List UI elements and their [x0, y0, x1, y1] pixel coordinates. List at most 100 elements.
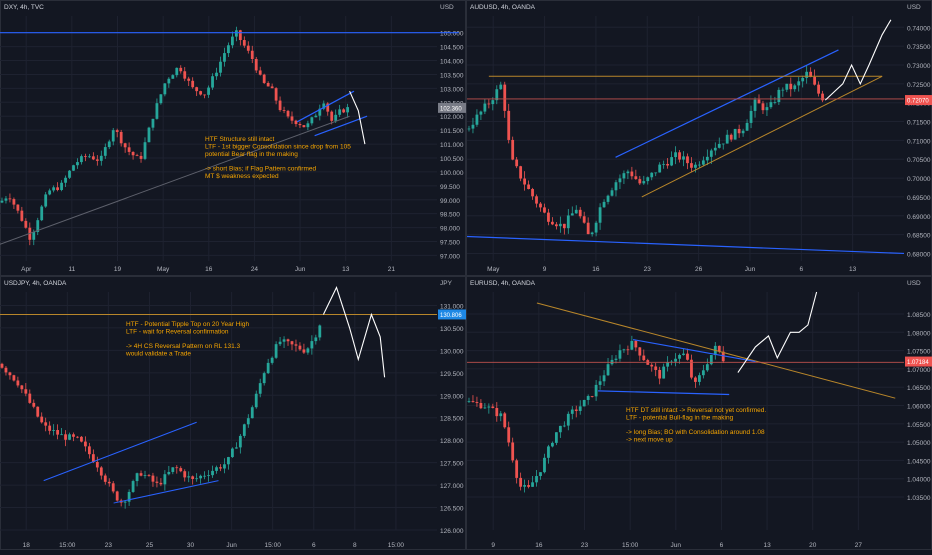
- candle-body: [686, 156, 689, 163]
- y-tick-label: 1.08000: [907, 330, 931, 337]
- candle-body: [519, 166, 522, 178]
- y-tick-label: 0.70000: [907, 176, 931, 183]
- projection-path[interactable]: [323, 288, 384, 378]
- candle-body: [88, 446, 91, 454]
- candle-body: [468, 129, 471, 130]
- candle-body: [599, 381, 602, 385]
- candle-body: [587, 396, 590, 400]
- candle-body: [762, 103, 765, 110]
- candle-body: [291, 341, 294, 344]
- candle-body: [132, 481, 135, 492]
- candle-body: [535, 196, 538, 203]
- y-tick-label: 104.000: [440, 59, 464, 66]
- candle-body: [603, 202, 606, 207]
- candle-body: [515, 160, 518, 167]
- panel-usdjpy[interactable]: 131.000130.500130.000129.500129.000128.5…: [0, 277, 466, 550]
- candle-body: [734, 129, 737, 140]
- candle-body: [40, 417, 43, 423]
- candle-body: [630, 172, 633, 177]
- candle-body: [555, 432, 558, 443]
- candle-body: [527, 185, 530, 189]
- trendline[interactable]: [467, 237, 904, 254]
- y-tick-label: 104.500: [440, 45, 464, 52]
- candle-body: [615, 359, 618, 360]
- candle-body: [48, 426, 51, 431]
- y-unit-label: USD: [907, 280, 921, 287]
- y-tick-label: 1.04500: [907, 458, 931, 465]
- candle-body: [183, 71, 186, 78]
- y-tick-label: 103.500: [440, 72, 464, 79]
- panel-audusd[interactable]: 0.740000.735000.730000.725000.720000.715…: [467, 1, 932, 276]
- candle-body: [559, 426, 562, 432]
- candle-body: [108, 141, 111, 147]
- candle-body: [702, 160, 705, 164]
- candle-body: [20, 211, 23, 221]
- candle-body: [215, 73, 218, 77]
- candle-body: [100, 467, 103, 475]
- panel-eurusd[interactable]: 1.085001.080001.075001.070001.065001.060…: [467, 277, 932, 550]
- x-tick-label: 16: [592, 266, 600, 273]
- candle-body: [527, 485, 530, 487]
- candle-body: [306, 123, 309, 127]
- annotation-text: MT $ weakness expected: [205, 173, 279, 180]
- candle-body: [543, 207, 546, 212]
- candle-body: [523, 485, 526, 487]
- candle-body: [515, 460, 518, 478]
- candle-body: [52, 187, 55, 190]
- y-tick-label: 105.000: [440, 31, 464, 38]
- candle-body: [623, 173, 626, 178]
- candle-body: [468, 401, 471, 402]
- candle-body: [28, 394, 31, 403]
- candle-body: [195, 478, 198, 479]
- candle-body: [84, 442, 87, 447]
- candle-body: [291, 116, 294, 120]
- candle-body: [120, 132, 123, 143]
- y-tick-label: 0.74000: [907, 25, 931, 32]
- y-tick-label: 0.69000: [907, 214, 931, 221]
- candle-body: [100, 156, 103, 161]
- candle-body: [338, 109, 341, 114]
- x-tick-label: 19: [114, 266, 122, 273]
- candle-body: [706, 157, 709, 161]
- y-tick-label: 130.500: [440, 326, 464, 333]
- candle-body: [487, 104, 490, 105]
- candle-body: [279, 342, 282, 344]
- candle-body: [499, 413, 502, 416]
- candle-body: [801, 78, 804, 81]
- candle-body: [171, 75, 174, 79]
- candle-body: [694, 378, 697, 382]
- candle-body: [813, 77, 816, 85]
- candle-body: [805, 72, 808, 78]
- x-tick-label: 24: [251, 266, 259, 273]
- candle-body: [714, 148, 717, 151]
- candle-body: [346, 107, 349, 112]
- trendline[interactable]: [642, 76, 882, 197]
- candle-body: [88, 156, 91, 157]
- panel-dxy[interactable]: 105.000104.500104.000103.500103.000102.5…: [0, 1, 466, 276]
- candle-body: [48, 190, 51, 194]
- x-tick-label: 16: [535, 542, 543, 549]
- candle-body: [263, 373, 266, 383]
- candle-body: [658, 370, 661, 379]
- trendline[interactable]: [0, 116, 350, 244]
- candle-body: [595, 385, 598, 396]
- candle-body: [674, 359, 677, 362]
- x-tick-label: 13: [763, 542, 771, 549]
- candle-body: [650, 173, 653, 178]
- candle-body: [567, 414, 570, 426]
- price-tag-label: 130.806: [440, 313, 462, 319]
- x-tick-label: 25: [146, 542, 154, 549]
- candle-body: [259, 383, 262, 394]
- trendline[interactable]: [598, 391, 729, 395]
- candle-body: [136, 473, 139, 481]
- candle-body: [251, 51, 254, 59]
- candle-body: [654, 366, 657, 369]
- candle-body: [223, 464, 226, 468]
- x-tick-label: 16: [205, 266, 213, 273]
- candle-body: [203, 476, 206, 477]
- candle-body: [777, 90, 780, 102]
- candle-body: [630, 341, 633, 350]
- candle-body: [191, 81, 194, 87]
- candle-body: [124, 143, 127, 147]
